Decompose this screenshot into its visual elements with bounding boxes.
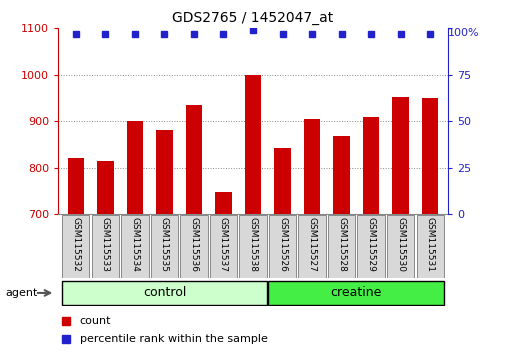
Text: GSM115530: GSM115530 <box>395 217 405 272</box>
Bar <box>185 105 201 214</box>
Bar <box>127 121 143 214</box>
Text: percentile rank within the sample: percentile rank within the sample <box>79 334 267 344</box>
FancyBboxPatch shape <box>416 215 443 278</box>
Bar <box>68 159 84 214</box>
FancyBboxPatch shape <box>269 215 295 278</box>
Text: GSM115537: GSM115537 <box>219 217 228 272</box>
Text: control: control <box>142 286 186 299</box>
Text: GSM115538: GSM115538 <box>248 217 257 272</box>
Text: count: count <box>79 316 111 326</box>
Text: GSM115526: GSM115526 <box>277 217 286 272</box>
Text: GSM115528: GSM115528 <box>336 217 345 272</box>
FancyBboxPatch shape <box>92 215 119 278</box>
Text: 100%: 100% <box>447 28 479 38</box>
Bar <box>274 148 290 214</box>
FancyBboxPatch shape <box>239 215 266 278</box>
FancyBboxPatch shape <box>180 215 207 278</box>
Text: GSM115536: GSM115536 <box>189 217 198 272</box>
FancyBboxPatch shape <box>150 215 178 278</box>
Bar <box>362 116 378 214</box>
Bar <box>392 97 408 214</box>
FancyBboxPatch shape <box>121 215 148 278</box>
Bar <box>244 75 261 214</box>
Text: GSM115532: GSM115532 <box>71 217 80 272</box>
Text: GSM115535: GSM115535 <box>160 217 169 272</box>
FancyBboxPatch shape <box>386 215 413 278</box>
Text: GSM115534: GSM115534 <box>130 217 139 272</box>
Text: GSM115529: GSM115529 <box>366 217 375 272</box>
FancyBboxPatch shape <box>298 215 325 278</box>
Bar <box>333 136 349 214</box>
FancyBboxPatch shape <box>210 215 236 278</box>
FancyBboxPatch shape <box>62 281 267 305</box>
Text: agent: agent <box>5 288 37 298</box>
Bar <box>97 161 113 214</box>
Title: GDS2765 / 1452047_at: GDS2765 / 1452047_at <box>172 11 333 24</box>
Bar <box>156 130 172 214</box>
FancyBboxPatch shape <box>357 215 384 278</box>
Bar <box>215 192 231 214</box>
Text: GSM115533: GSM115533 <box>100 217 110 272</box>
Bar <box>304 119 320 214</box>
FancyBboxPatch shape <box>268 281 443 305</box>
Text: creatine: creatine <box>330 286 381 299</box>
Bar <box>421 98 437 214</box>
FancyBboxPatch shape <box>327 215 355 278</box>
Text: GSM115527: GSM115527 <box>307 217 316 272</box>
FancyBboxPatch shape <box>62 215 89 278</box>
Text: GSM115531: GSM115531 <box>425 217 434 272</box>
